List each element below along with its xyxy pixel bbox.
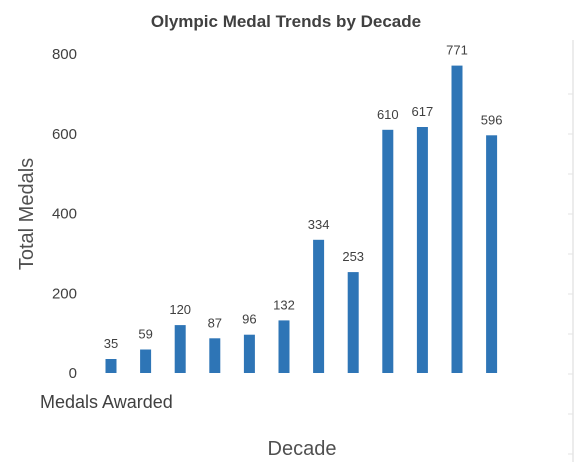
- y-axis-ticks: 0 200 400 600 800: [52, 46, 77, 382]
- data-label: 617: [412, 104, 434, 119]
- data-label: 96: [242, 312, 256, 327]
- data-label: 132: [273, 297, 295, 312]
- bar: [416, 127, 428, 373]
- data-label: 120: [169, 302, 191, 317]
- category-axis-label: Medals Awarded: [40, 392, 173, 412]
- bar: [209, 338, 221, 373]
- y-tick-label: 400: [52, 206, 77, 223]
- bar: [174, 325, 186, 373]
- data-labels-group: 35 59 120 87 96 132 334 253 610 617 771 596: [104, 43, 503, 351]
- data-label: 334: [308, 217, 330, 232]
- data-label: 771: [446, 43, 468, 58]
- bar: [313, 239, 325, 373]
- y-tick-label: 0: [69, 365, 77, 382]
- y-tick-label: 800: [52, 46, 77, 63]
- data-label: 59: [138, 327, 152, 342]
- bar: [278, 320, 290, 373]
- data-label: 610: [377, 107, 399, 122]
- data-label: 253: [342, 249, 364, 264]
- bar: [486, 135, 498, 373]
- data-label: 87: [208, 315, 222, 330]
- data-label: 596: [481, 112, 503, 127]
- chart-title: Olympic Medal Trends by Decade: [151, 12, 421, 31]
- bar: [347, 272, 359, 373]
- bar: [105, 359, 117, 373]
- bar: [451, 65, 463, 373]
- bar: [382, 129, 394, 373]
- x-axis-title: Decade: [268, 438, 337, 460]
- data-label: 35: [104, 336, 118, 351]
- y-tick-label: 600: [52, 126, 77, 143]
- y-axis-title: Total Medals: [16, 158, 38, 270]
- bars-group: [105, 65, 498, 373]
- y-tick-label: 200: [52, 285, 77, 302]
- right-edge-ticks: [568, 93, 573, 455]
- bar: [243, 334, 255, 373]
- bar: [140, 349, 152, 373]
